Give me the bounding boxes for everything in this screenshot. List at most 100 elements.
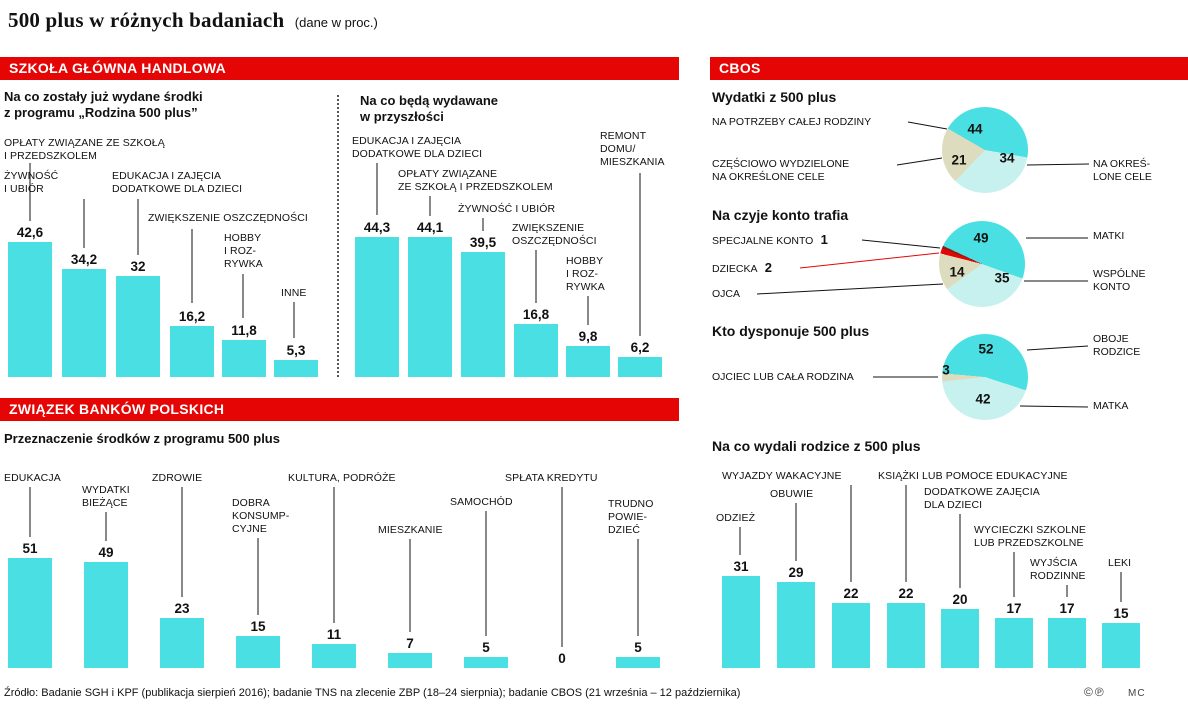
- bar-cbos_spent_on: [887, 603, 925, 668]
- pie-callout-value: 2: [757, 260, 772, 275]
- bar-zbp_alloc: [464, 657, 508, 668]
- bar-value: 5: [482, 640, 490, 655]
- pie-label: SPECJALNE KONTO 1: [712, 232, 828, 247]
- pie-label: OJCIEC LUB CAŁA RODZINA: [712, 371, 854, 383]
- section-header-sgh: SZKOŁA GŁÓWNA HANDLOWA: [0, 57, 679, 80]
- bar-sgh_spent: [116, 276, 160, 377]
- bar-value: 11,8: [231, 323, 257, 338]
- pie-value: 21: [951, 152, 967, 168]
- bar-value: 49: [98, 545, 114, 560]
- bar-label: ODZIEŻ: [716, 512, 756, 524]
- bar-label: EDUKACJA I ZAJĘCIA DODATKOWE DLA DZIECI: [352, 135, 483, 160]
- credit: MC: [1128, 688, 1146, 699]
- pie-value: 42: [975, 391, 991, 407]
- bar-label: INNE: [281, 287, 307, 299]
- bar-value: 32: [130, 259, 146, 274]
- sgh-future-chart-title: Na co będą wydawane w przyszłości: [360, 93, 498, 124]
- bar-label: SAMOCHÓD: [450, 496, 513, 508]
- section-header-zbp: ZWIĄZEK BANKÓW POLSKICH: [0, 398, 679, 421]
- page-title-text: 500 plus w różnych badaniach: [8, 8, 285, 32]
- pie-value: 35: [994, 270, 1010, 286]
- bar-label: WYCIECZKI SZKOLNE LUB PRZEDSZKOLNE: [974, 524, 1086, 549]
- sgh-spent-chart-title: Na co zostały już wydane środki z progra…: [4, 89, 203, 120]
- bar-value: 44,1: [416, 220, 444, 235]
- bar-value: 15: [1113, 606, 1129, 621]
- pie-callout-value: 1: [813, 232, 828, 247]
- pie-label: CZĘŚCIOWO WYDZIELONE NA OKREŚLONE CELE: [712, 158, 850, 183]
- bar-label: EDUKACJA I ZAJĘCIA DODATKOWE DLA DZIECI: [112, 170, 243, 195]
- bar-cbos_spent_on: [832, 603, 870, 668]
- pie-label: WSPÓLNE KONTO: [1093, 268, 1146, 293]
- bar-value: 0: [558, 651, 566, 666]
- bar-label: WYJŚCIA RODZINNE: [1030, 557, 1086, 582]
- pie-label: OJCA: [712, 288, 741, 300]
- bar-value: 31: [733, 559, 749, 574]
- zbp-chart-title: Przeznaczenie środków z programu 500 plu…: [4, 431, 280, 446]
- bar-label: WYJAZDY WAKACYJNE: [722, 470, 842, 482]
- bar-label: KSIĄŻKI LUB POMOCE EDUKACYJNE: [878, 470, 1068, 482]
- pie-label: NA POTRZEBY CAŁEJ RODZINY: [712, 116, 872, 128]
- pie-value: 44: [967, 121, 983, 137]
- bar-sgh_future: [618, 357, 662, 377]
- bar-label: EDUKACJA: [4, 472, 61, 484]
- bar-sgh_spent: [222, 340, 266, 377]
- bar-label: HOBBY I ROZ- RYWKA: [566, 255, 605, 293]
- bar-label: ZDROWIE: [152, 472, 203, 484]
- bar-value: 39,5: [469, 235, 497, 250]
- bar-sgh_spent: [274, 360, 318, 377]
- bar-label: OPŁATY ZWIĄZANE ZE SZKOŁĄ I PRZEDSZKOLEM: [4, 137, 165, 162]
- leader-line: [907, 121, 948, 130]
- cbos-disposes-title: Kto dysponuje 500 plus: [712, 323, 870, 339]
- bar-value: 51: [22, 541, 38, 556]
- bar-value: 17: [1006, 601, 1022, 616]
- bar-cbos_spent_on: [941, 609, 979, 668]
- bar-value: 22: [843, 586, 859, 601]
- bar-value: 42,6: [16, 225, 44, 240]
- bar-value: 7: [406, 636, 414, 651]
- bar-cbos_spent_on: [995, 618, 1033, 668]
- pie-value: 34: [999, 150, 1015, 166]
- bar-value: 29: [788, 565, 804, 580]
- bar-label: HOBBY I ROZ- RYWKA: [224, 232, 263, 270]
- bar-label: MIESZKANIE: [378, 524, 443, 536]
- page-title: 500 plus w różnych badaniach (dane w pro…: [8, 8, 378, 33]
- leader-line: [1026, 345, 1089, 351]
- section-header-cbos: CBOS: [710, 57, 1188, 80]
- pie-cbos_spending: [942, 107, 1028, 193]
- bar-value: 44,3: [363, 220, 391, 235]
- bar-label: REMONT DOMU/ MIESZKANIA: [600, 130, 665, 168]
- bar-value: 20: [952, 592, 968, 607]
- bar-sgh_future: [566, 346, 610, 377]
- bar-value: 15: [250, 619, 266, 634]
- bar-zbp_alloc: [312, 644, 356, 668]
- bar-value: 9,8: [578, 329, 598, 344]
- bar-zbp_alloc: [8, 558, 52, 668]
- leader-line: [1026, 163, 1090, 166]
- leader-line: [861, 239, 941, 249]
- bar-sgh_spent: [62, 269, 106, 377]
- bar-label: TRUDNO POWIE- DZIEĆ: [608, 498, 654, 536]
- bar-cbos_spent_on: [722, 576, 760, 668]
- bar-label: LEKI: [1108, 557, 1132, 569]
- bar-label: SPŁATA KREDYTU: [505, 472, 598, 484]
- source-note: Źródło: Badanie SGH i KPF (publikacja si…: [4, 687, 741, 699]
- bar-value: 23: [174, 601, 190, 616]
- bar-value: 17: [1059, 601, 1075, 616]
- leader-line: [799, 252, 940, 269]
- bar-sgh_future: [355, 237, 399, 377]
- bar-value: 16,8: [522, 307, 550, 322]
- bar-value: 22: [898, 586, 914, 601]
- pie-label: OBOJE RODZICE: [1093, 333, 1141, 358]
- bar-zbp_alloc: [388, 653, 432, 668]
- cbos-chart-title: Na co wydali rodzice z 500 plus: [712, 438, 921, 454]
- copyright-marks: ©℗: [1084, 685, 1106, 699]
- pie-label: NA OKREŚ- LONE CELE: [1093, 158, 1152, 183]
- pie-label: DZIECKA 2: [712, 260, 772, 275]
- bar-value: 5,3: [286, 343, 306, 358]
- pie-value: 52: [978, 341, 994, 357]
- leader-line: [896, 157, 943, 166]
- bar-cbos_spent_on: [777, 582, 815, 668]
- bar-sgh_future: [514, 324, 558, 377]
- bar-label: ZWIĘKSZENIE OSZCZĘDNOŚCI: [512, 222, 597, 247]
